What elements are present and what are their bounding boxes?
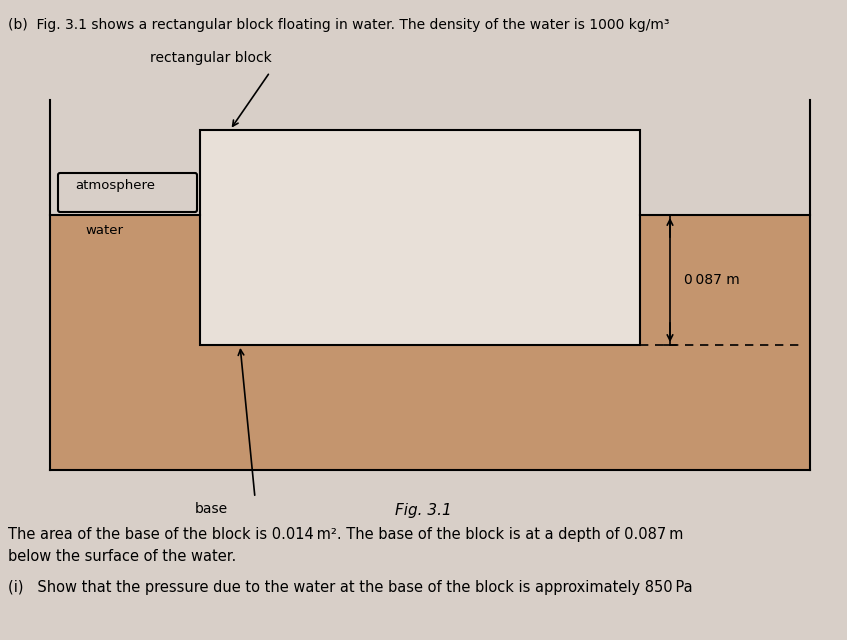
Text: rectangular block: rectangular block xyxy=(150,51,272,65)
Text: base: base xyxy=(195,502,228,516)
Text: atmosphere: atmosphere xyxy=(75,179,155,193)
Text: (b)  Fig. 3.1 shows a rectangular block floating in water. The density of the wa: (b) Fig. 3.1 shows a rectangular block f… xyxy=(8,18,669,32)
Text: (i)   Show that the pressure due to the water at the base of the block is approx: (i) Show that the pressure due to the wa… xyxy=(8,580,693,595)
Text: 0 087 m: 0 087 m xyxy=(684,273,739,287)
Text: Fig. 3.1: Fig. 3.1 xyxy=(395,503,451,518)
Text: The area of the base of the block is 0.014 m². The base of the block is at a dep: The area of the base of the block is 0.0… xyxy=(8,527,684,564)
Bar xyxy=(640,100,810,215)
Text: water: water xyxy=(85,223,123,237)
Bar xyxy=(50,215,810,470)
Bar xyxy=(200,130,640,345)
